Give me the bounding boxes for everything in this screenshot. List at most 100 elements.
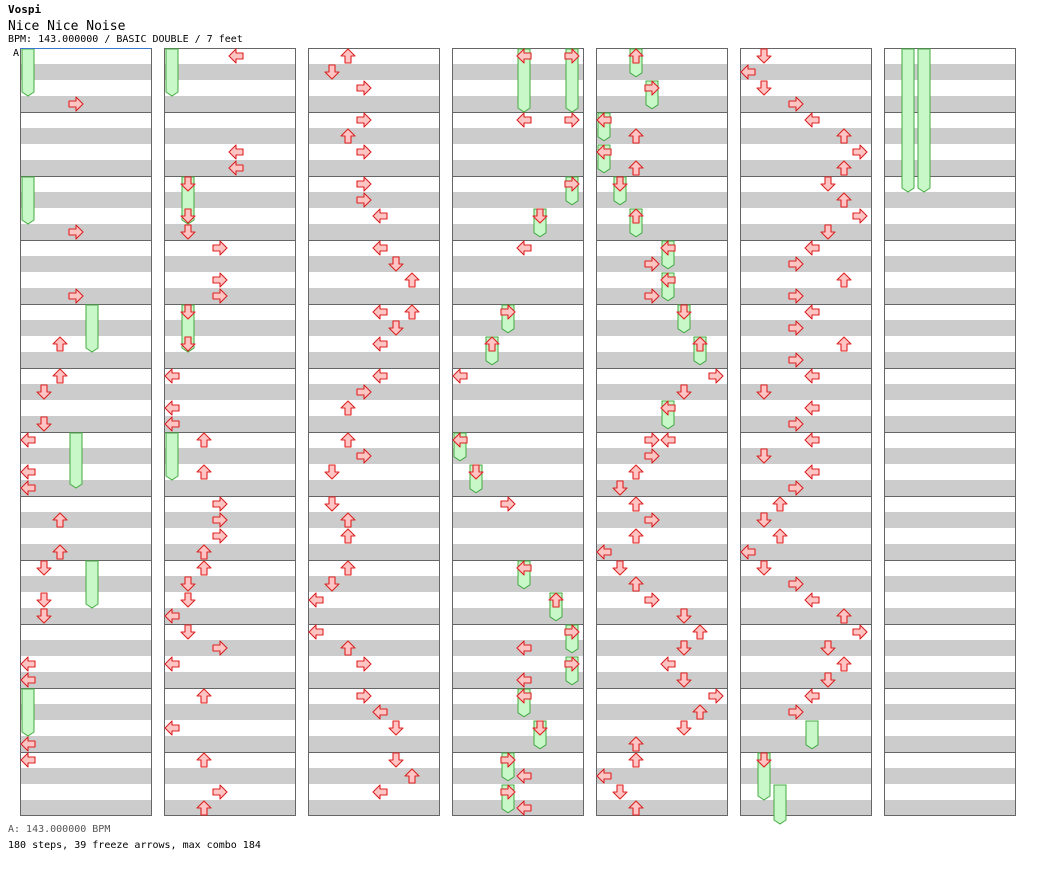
- arrow-right-icon: [852, 208, 868, 224]
- arrow-up-icon: [628, 496, 644, 512]
- beat-stripe: [452, 480, 584, 496]
- arrow-up-icon: [692, 624, 708, 640]
- beat-stripe: [164, 288, 296, 304]
- arrow-left-icon: [516, 672, 532, 688]
- beat-stripe: [308, 96, 440, 112]
- arrow-left-icon: [20, 432, 36, 448]
- arrow-left-icon: [372, 304, 388, 320]
- freeze-arrow-up: [917, 48, 931, 193]
- arrow-up-icon: [196, 688, 212, 704]
- footer-bpm: A: 143.000000 BPM: [8, 824, 111, 835]
- arrow-left-icon: [660, 656, 676, 672]
- arrow-right-icon: [500, 784, 516, 800]
- arrow-down-icon: [180, 208, 196, 224]
- arrow-up-icon: [340, 432, 356, 448]
- arrow-down-icon: [756, 560, 772, 576]
- beat-stripe: [308, 608, 440, 624]
- arrow-left-icon: [516, 112, 532, 128]
- arrow-right-icon: [68, 96, 84, 112]
- arrow-right-icon: [644, 592, 660, 608]
- beat-stripe: [308, 384, 440, 400]
- arrow-up-icon: [196, 544, 212, 560]
- arrow-left-icon: [596, 144, 612, 160]
- beat-stripe: [452, 288, 584, 304]
- arrow-left-icon: [164, 368, 180, 384]
- beat-stripe: [740, 704, 872, 720]
- freeze-arrow-left: [85, 304, 99, 353]
- arrow-left-icon: [516, 768, 532, 784]
- arrow-right-icon: [212, 240, 228, 256]
- arrow-right-icon: [788, 288, 804, 304]
- beat-stripe: [452, 256, 584, 272]
- beat-stripe: [308, 448, 440, 464]
- arrow-up-icon: [52, 368, 68, 384]
- arrow-up-icon: [340, 512, 356, 528]
- beat-stripe: [20, 672, 152, 688]
- arrow-up-icon: [772, 528, 788, 544]
- arrow-down-icon: [532, 208, 548, 224]
- beat-stripe: [308, 256, 440, 272]
- arrow-left-icon: [804, 432, 820, 448]
- arrow-up-icon: [340, 640, 356, 656]
- beat-stripe: [884, 512, 1016, 528]
- arrow-down-icon: [676, 720, 692, 736]
- beat-stripe: [740, 192, 872, 208]
- arrow-up-icon: [196, 752, 212, 768]
- arrow-up-icon: [836, 128, 852, 144]
- beat-stripe: [20, 128, 152, 144]
- arrow-down-icon: [756, 448, 772, 464]
- arrow-up-icon: [404, 304, 420, 320]
- beat-stripe: [740, 160, 872, 176]
- arrow-right-icon: [708, 368, 724, 384]
- beat-stripe: [740, 256, 872, 272]
- beat-stripe: [452, 192, 584, 208]
- arrow-down-icon: [180, 576, 196, 592]
- beat-stripe: [308, 480, 440, 496]
- arrow-down-icon: [324, 64, 340, 80]
- freeze-arrow-left: [165, 432, 179, 481]
- beat-stripe: [884, 128, 1016, 144]
- beat-stripe: [20, 224, 152, 240]
- beat-stripe: [452, 224, 584, 240]
- beat-stripe: [884, 544, 1016, 560]
- chart-column: [164, 48, 296, 816]
- beat-stripe: [596, 128, 728, 144]
- chart-column: [596, 48, 728, 816]
- arrow-down-icon: [180, 624, 196, 640]
- arrow-up-icon: [628, 736, 644, 752]
- arrow-right-icon: [644, 448, 660, 464]
- beat-stripe: [884, 320, 1016, 336]
- arrow-down-icon: [756, 384, 772, 400]
- arrow-up-icon: [836, 192, 852, 208]
- arrow-left-icon: [516, 800, 532, 816]
- arrow-right-icon: [212, 640, 228, 656]
- beat-stripe: [452, 544, 584, 560]
- beat-stripe: [308, 288, 440, 304]
- arrow-down-icon: [388, 720, 404, 736]
- beat-stripe: [596, 224, 728, 240]
- beat-stripe: [596, 352, 728, 368]
- arrow-left-icon: [372, 704, 388, 720]
- beat-stripe: [164, 544, 296, 560]
- beat-stripe: [20, 608, 152, 624]
- arrow-up-icon: [628, 576, 644, 592]
- arrow-right-icon: [644, 80, 660, 96]
- beat-stripe: [308, 320, 440, 336]
- arrow-left-icon: [516, 48, 532, 64]
- arrow-down-icon: [388, 320, 404, 336]
- arrow-up-icon: [340, 400, 356, 416]
- arrow-down-icon: [612, 784, 628, 800]
- arrow-right-icon: [212, 784, 228, 800]
- arrow-up-icon: [836, 656, 852, 672]
- beat-stripe: [740, 352, 872, 368]
- beat-stripe: [596, 800, 728, 816]
- arrow-down-icon: [36, 416, 52, 432]
- arrow-right-icon: [788, 320, 804, 336]
- beat-stripe: [308, 512, 440, 528]
- beat-stripe: [164, 256, 296, 272]
- arrow-left-icon: [372, 784, 388, 800]
- beat-stripe: [452, 512, 584, 528]
- column-border: [740, 48, 872, 816]
- arrow-right-icon: [356, 144, 372, 160]
- arrow-right-icon: [788, 480, 804, 496]
